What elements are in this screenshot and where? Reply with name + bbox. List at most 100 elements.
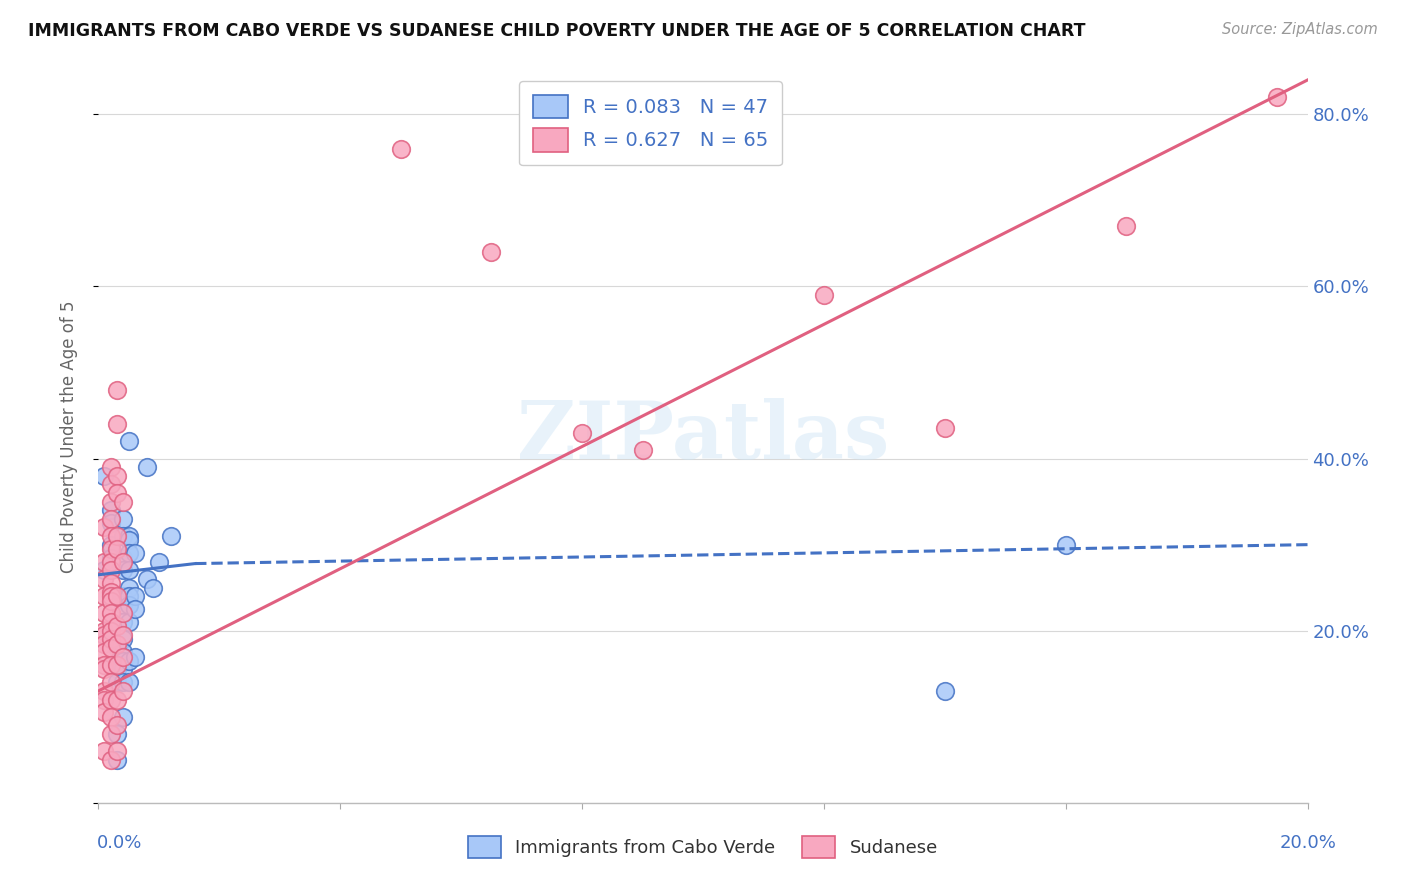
Point bbox=[481, 245, 503, 260]
Point bbox=[105, 658, 128, 673]
Point bbox=[100, 658, 122, 673]
Point bbox=[105, 662, 128, 676]
Point bbox=[118, 434, 141, 449]
Point bbox=[93, 692, 115, 706]
Point bbox=[135, 460, 157, 475]
Point bbox=[105, 468, 128, 483]
Point bbox=[142, 581, 165, 595]
Point bbox=[93, 607, 115, 621]
Text: 0.0%: 0.0% bbox=[97, 834, 142, 852]
Point bbox=[100, 555, 122, 569]
Y-axis label: Child Poverty Under the Age of 5: Child Poverty Under the Age of 5 bbox=[59, 301, 77, 574]
Point bbox=[100, 675, 122, 690]
Point bbox=[105, 417, 128, 432]
Point bbox=[118, 533, 141, 548]
Point bbox=[118, 654, 141, 668]
Point bbox=[100, 710, 122, 724]
Point bbox=[124, 602, 146, 616]
Point bbox=[100, 494, 122, 508]
Point bbox=[100, 585, 122, 599]
Point bbox=[93, 628, 115, 642]
Point bbox=[111, 645, 134, 659]
Point bbox=[105, 692, 128, 706]
Point bbox=[111, 628, 134, 642]
Point bbox=[93, 645, 115, 659]
Point bbox=[100, 615, 122, 629]
Point bbox=[111, 529, 134, 543]
Point bbox=[93, 744, 115, 758]
Point bbox=[100, 589, 122, 603]
Point bbox=[93, 520, 115, 534]
Point bbox=[111, 710, 134, 724]
Point bbox=[93, 658, 115, 673]
Point bbox=[160, 529, 183, 543]
Point bbox=[111, 662, 134, 676]
Point bbox=[100, 477, 122, 491]
Point bbox=[389, 142, 412, 156]
Point bbox=[118, 529, 141, 543]
Point bbox=[100, 538, 122, 552]
Point bbox=[118, 675, 141, 690]
Point bbox=[100, 550, 122, 565]
Point bbox=[105, 541, 128, 556]
Point bbox=[118, 598, 141, 612]
Point bbox=[100, 503, 122, 517]
Point bbox=[105, 727, 128, 741]
Point bbox=[105, 753, 128, 767]
Point bbox=[135, 572, 157, 586]
Point bbox=[148, 555, 170, 569]
Point bbox=[100, 753, 122, 767]
Point bbox=[100, 692, 122, 706]
Point bbox=[100, 576, 122, 591]
Point bbox=[93, 572, 115, 586]
Point bbox=[124, 649, 146, 664]
Point bbox=[118, 581, 141, 595]
Point bbox=[100, 512, 122, 526]
Text: ZIPatlas: ZIPatlas bbox=[517, 398, 889, 476]
Point bbox=[111, 555, 134, 569]
Legend: Immigrants from Cabo Verde, Sudanese: Immigrants from Cabo Verde, Sudanese bbox=[460, 827, 946, 867]
Point bbox=[118, 546, 141, 560]
Point bbox=[100, 564, 122, 578]
Point bbox=[105, 383, 128, 397]
Point bbox=[93, 624, 115, 638]
Point bbox=[118, 564, 141, 578]
Point bbox=[105, 640, 128, 655]
Point bbox=[124, 589, 146, 603]
Point bbox=[93, 555, 115, 569]
Point bbox=[111, 675, 134, 690]
Point bbox=[111, 649, 134, 664]
Text: Source: ZipAtlas.com: Source: ZipAtlas.com bbox=[1222, 22, 1378, 37]
Point bbox=[105, 619, 128, 633]
Point bbox=[105, 718, 128, 732]
Point bbox=[100, 460, 122, 475]
Point bbox=[1054, 538, 1077, 552]
Point bbox=[124, 546, 146, 560]
Text: 20.0%: 20.0% bbox=[1279, 834, 1336, 852]
Point bbox=[1115, 219, 1137, 234]
Point bbox=[105, 637, 128, 651]
Point bbox=[111, 589, 134, 603]
Point bbox=[111, 598, 134, 612]
Point bbox=[100, 607, 122, 621]
Point bbox=[100, 516, 122, 530]
Point bbox=[93, 564, 115, 578]
Point bbox=[105, 529, 128, 543]
Point bbox=[93, 684, 115, 698]
Point bbox=[111, 654, 134, 668]
Point bbox=[93, 662, 115, 676]
Point bbox=[100, 529, 122, 543]
Point bbox=[100, 593, 122, 607]
Point bbox=[93, 706, 115, 720]
Point bbox=[813, 288, 835, 302]
Point bbox=[118, 615, 141, 629]
Point bbox=[100, 727, 122, 741]
Point bbox=[571, 425, 593, 440]
Text: IMMIGRANTS FROM CABO VERDE VS SUDANESE CHILD POVERTY UNDER THE AGE OF 5 CORRELAT: IMMIGRANTS FROM CABO VERDE VS SUDANESE C… bbox=[28, 22, 1085, 40]
Point bbox=[105, 486, 128, 500]
Point bbox=[105, 675, 128, 690]
Point bbox=[93, 468, 115, 483]
Point bbox=[934, 684, 956, 698]
Point bbox=[100, 541, 122, 556]
Point bbox=[111, 494, 134, 508]
